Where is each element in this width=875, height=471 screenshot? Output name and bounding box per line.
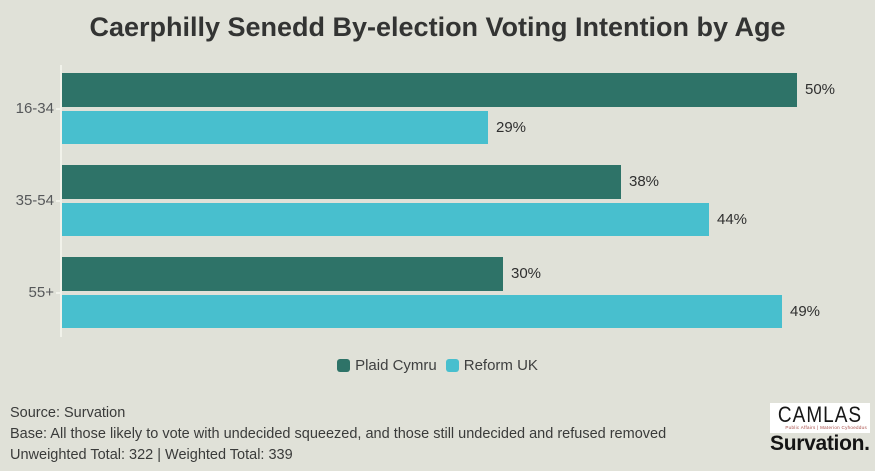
y-axis-label-55-: 55+ bbox=[28, 284, 54, 301]
value-label-reform-uk-16-34: 29% bbox=[496, 118, 527, 136]
legend: Plaid Cymru Reform UK bbox=[0, 357, 875, 374]
footer-notes: Source: Survation Base: All those likely… bbox=[10, 403, 710, 466]
value-label-plaid-cymru-35-54: 38% bbox=[629, 173, 660, 190]
legend-label-plaid-cymru: Plaid Cymru bbox=[355, 357, 437, 374]
bar-reform-uk-16-34 bbox=[62, 111, 488, 144]
y-axis-tick bbox=[56, 108, 60, 110]
camlas-logo: CAMLAS Public Affairs | Materion Cyhoedd… bbox=[770, 403, 870, 433]
value-label-plaid-cymru-55-: 30% bbox=[511, 265, 542, 282]
legend-swatch-reform-uk bbox=[445, 359, 459, 372]
source-note: Source: Survation bbox=[10, 405, 126, 421]
survation-logo: Survation. bbox=[770, 432, 870, 455]
camlas-logo-text: CAMLAS bbox=[777, 402, 863, 428]
base-note: Base: All those likely to vote with unde… bbox=[10, 426, 667, 442]
bar-plaid-cymru-16-34 bbox=[62, 73, 797, 107]
camlas-logo-tagline: Public Affairs | Materion Cyhoeddus bbox=[785, 424, 867, 430]
y-axis-line bbox=[60, 65, 62, 337]
bar-reform-uk-55- bbox=[62, 295, 782, 328]
value-label-reform-uk-35-54: 44% bbox=[717, 210, 748, 228]
bar-plaid-cymru-35-54 bbox=[62, 165, 621, 199]
bar-plaid-cymru-55- bbox=[62, 257, 503, 291]
legend-swatch-plaid-cymru bbox=[337, 359, 351, 372]
legend-label-reform-uk: Reform UK bbox=[463, 357, 538, 374]
chart-title: Caerphilly Senedd By-election Voting Int… bbox=[89, 12, 786, 42]
totals-note: Unweighted Total: 322 | Weighted Total: … bbox=[10, 447, 293, 463]
y-axis-tick bbox=[56, 292, 60, 294]
value-label-reform-uk-55-: 49% bbox=[790, 302, 821, 320]
value-label-plaid-cymru-16-34: 50% bbox=[805, 81, 836, 98]
legend-item-reform-uk: Reform UK bbox=[445, 357, 538, 374]
legend-item-plaid-cymru: Plaid Cymru bbox=[337, 357, 437, 374]
bar-chart: 16-34 50% 29% 35-54 38% 44% 55+ 30% 49% bbox=[0, 64, 875, 340]
bar-reform-uk-35-54 bbox=[62, 203, 709, 236]
y-axis-label-16-34: 16-34 bbox=[15, 100, 54, 117]
y-axis-label-35-54: 35-54 bbox=[15, 192, 54, 209]
y-axis-tick bbox=[56, 200, 60, 202]
